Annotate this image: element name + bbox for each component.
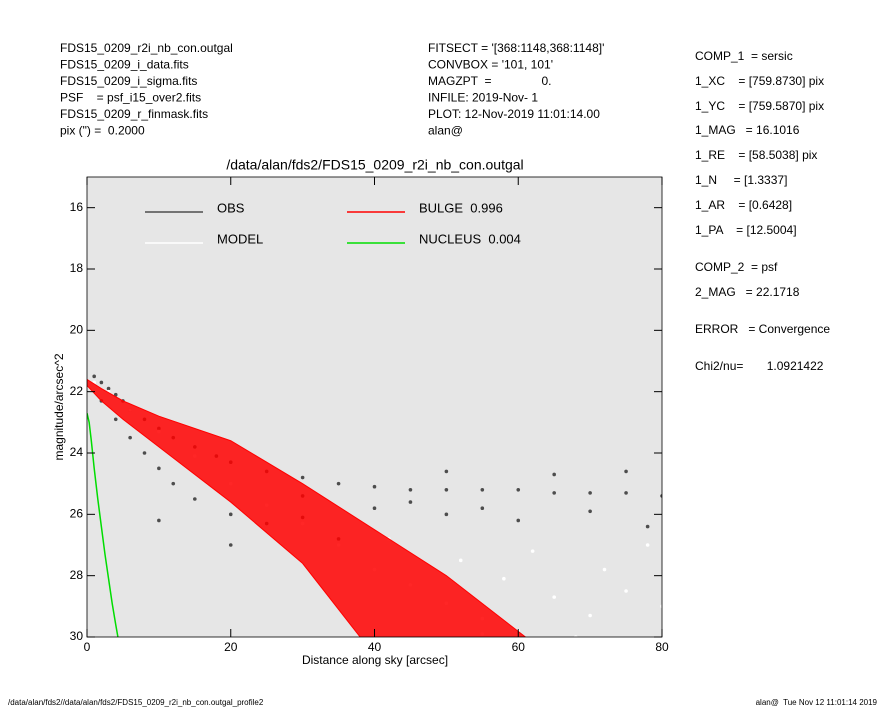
data-point [552,595,556,599]
legend-label: NUCLEUS 0.004 [419,231,521,246]
header-right-line: 1_XC = [759.8730] pix [695,74,824,88]
y-tick-label: 20 [70,323,84,337]
y-tick-label: 30 [70,629,84,643]
data-point [602,567,607,572]
data-point [552,472,556,477]
header-left-line: FDS15_0209_r2i_nb_con.outgal [60,41,233,55]
header-right-line: ERROR = Convergence [695,322,830,336]
header-right-line: 1_YC = [759.5870] pix [695,99,824,113]
model-line [87,412,119,637]
data-point [408,488,413,492]
data-point [645,524,650,529]
legend-label: MODEL [217,231,263,246]
header-left-line: FDS15_0209_i_data.fits [60,58,189,72]
legend-label: OBS [217,200,245,215]
data-point [300,475,305,480]
y-tick-label: 24 [70,445,84,459]
header-left-line: FDS15_0209_r_finmask.fits [60,107,208,121]
header-right-line: 1_MAG = 16.1016 [695,123,800,137]
data-point [588,491,592,495]
data-point [92,374,96,379]
data-point [573,635,578,637]
x-tick-label: 80 [655,640,669,654]
header-left-line: FDS15_0209_i_sigma.fits [60,74,197,88]
data-point [99,380,104,385]
y-tick-label: 28 [70,568,84,582]
header-right-line: 1_RE = [58.5038] pix [695,148,817,162]
data-point [228,543,233,547]
header-right-line: 1_PA = [12.5004] [695,223,797,237]
data-point [228,512,233,517]
data-point [444,512,449,517]
x-tick-label: 20 [224,640,238,654]
data-point [588,509,592,514]
header-right-line: 2_MAG = 22.1718 [695,285,800,299]
header-right-line: Chi2/nu= 1.0921422 [695,359,824,373]
data-point [336,481,341,486]
data-point [113,392,118,397]
data-point [530,549,535,553]
data-point [480,506,485,511]
data-point [157,518,161,523]
data-point [106,386,111,391]
y-tick-label: 26 [70,507,84,521]
data-point [624,469,628,474]
header-left-line: pix (") = 0.2000 [60,124,145,138]
footer-left: /data/alan/fds2//data/alan/fds2/FDS15_02… [8,698,264,707]
header-middle-line: alan@ [428,124,463,138]
footer-right: alan@ Tue Nov 12 11:01:14 2019 [756,698,878,707]
data-point [458,558,463,563]
y-tick-label: 18 [70,261,84,275]
header-left-line: PSF = psf_i15_over2.fits [60,91,201,105]
data-point [372,506,377,511]
y-tick-label: 22 [70,384,84,398]
data-point [516,518,521,523]
data-point [157,466,161,471]
data-point [645,543,650,547]
data-point [142,451,147,455]
data-point [480,488,485,492]
data-point [171,481,176,486]
plot-layer [87,374,662,637]
data-point [660,604,662,609]
y-axis-label: magnitude/arcsec^2 [52,353,66,460]
data-point [444,469,449,474]
data-point [588,613,592,618]
x-tick-label: 0 [84,640,91,654]
header-middle-line: INFILE: 2019-Nov- 1 [428,91,538,105]
data-point [516,488,521,492]
header-middle-line: FITSECT = '[368:1148,368:1148]' [428,41,604,55]
data-point [408,500,413,504]
header-right-line: COMP_2 = psf [695,260,778,274]
data-point [372,484,377,489]
data-point [444,488,449,492]
header-right-line: 1_AR = [0.6428] [695,198,792,212]
x-tick-label: 60 [512,640,526,654]
header-right-line: 1_N = [1.3337] [695,173,787,187]
model-band [87,378,527,637]
x-axis-label: Distance along sky [arcsec] [302,653,448,667]
header-middle-line: CONVBOX = '101, 101' [428,58,553,72]
data-point [502,576,506,581]
data-point [113,417,118,422]
data-point [624,589,628,593]
x-tick-label: 40 [368,640,382,654]
data-point [193,497,197,501]
y-tick-label: 16 [70,200,84,214]
data-point [660,494,662,498]
data-point [552,491,556,495]
data-point [624,491,628,495]
header-middle-line: MAGZPT = 0. [428,74,551,88]
legend-label: BULGE 0.996 [419,200,503,215]
header-right-line: COMP_1 = sersic [695,49,793,63]
header-middle-line: PLOT: 12-Nov-2019 11:01:14.00 [428,107,600,121]
data-point [128,435,132,440]
chart-title: /data/alan/fds2/FDS15_0209_r2i_nb_con.ou… [226,157,523,173]
